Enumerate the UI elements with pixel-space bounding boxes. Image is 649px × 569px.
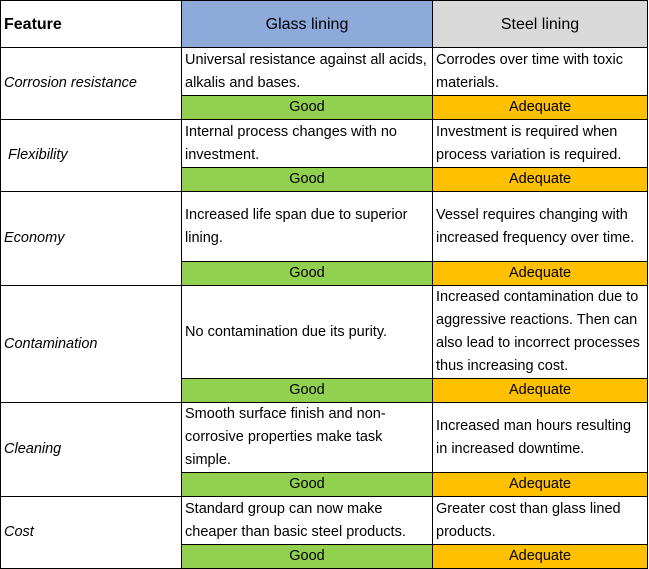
table-row: Cleaning Smooth surface finish and non-c… [0,402,648,497]
steel-rating: Adequate [432,544,648,569]
steel-description: Greater cost than glass lined products. [432,496,648,545]
steel-description: Vessel requires changing with increased … [432,191,648,262]
steel-description: Increased contamination due to aggressiv… [432,285,648,379]
rating-row: Good Adequate [1,261,648,286]
table-row: Corrosion resistance Universal resistanc… [0,47,648,120]
glass-description: Increased life span due to superior lini… [181,191,433,262]
glass-rating: Good [181,378,433,403]
steel-description: Increased man hours resulting in increas… [432,402,648,473]
glass-description: No contamination due its purity. [181,285,433,379]
table-row: Economy Increased life span due to super… [0,191,648,286]
rating-row: Good Adequate [1,472,648,497]
feature-cell: Cost [0,496,182,569]
glass-rating: Good [181,544,433,569]
table-row: Flexibility Internal process changes wit… [0,119,648,192]
glass-rating: Good [181,167,433,192]
feature-cell: Cleaning [0,402,182,497]
table-row: Contamination No contamination due its p… [0,285,648,403]
glass-description: Internal process changes with no investm… [181,119,433,168]
rating-row: Good Adequate [1,378,648,403]
glass-rating: Good [181,472,433,497]
feature-cell: Contamination [0,285,182,403]
feature-cell: Corrosion resistance [0,47,182,120]
steel-rating: Adequate [432,95,648,120]
header-feature: Feature [0,0,182,48]
rating-row: Good Adequate [1,95,648,120]
steel-rating: Adequate [432,261,648,286]
glass-description: Universal resistance against all acids, … [181,47,433,96]
glass-rating: Good [181,95,433,120]
steel-rating: Adequate [432,378,648,403]
header-glass-lining: Glass lining [181,0,433,48]
table-row: Cost Standard group can now make cheaper… [0,496,648,569]
steel-rating: Adequate [432,167,648,192]
header-row: Feature Glass lining Steel lining [0,0,648,48]
rating-row: Good Adequate [1,544,648,569]
steel-rating: Adequate [432,472,648,497]
feature-cell: Flexibility [0,119,182,192]
header-steel-lining: Steel lining [432,0,648,48]
steel-description: Investment is required when process vari… [432,119,648,168]
feature-cell: Economy [0,191,182,286]
glass-rating: Good [181,261,433,286]
glass-description: Smooth surface finish and non-corrosive … [181,402,433,473]
glass-description: Standard group can now make cheaper than… [181,496,433,545]
steel-description: Corrodes over time with toxic materials. [432,47,648,96]
